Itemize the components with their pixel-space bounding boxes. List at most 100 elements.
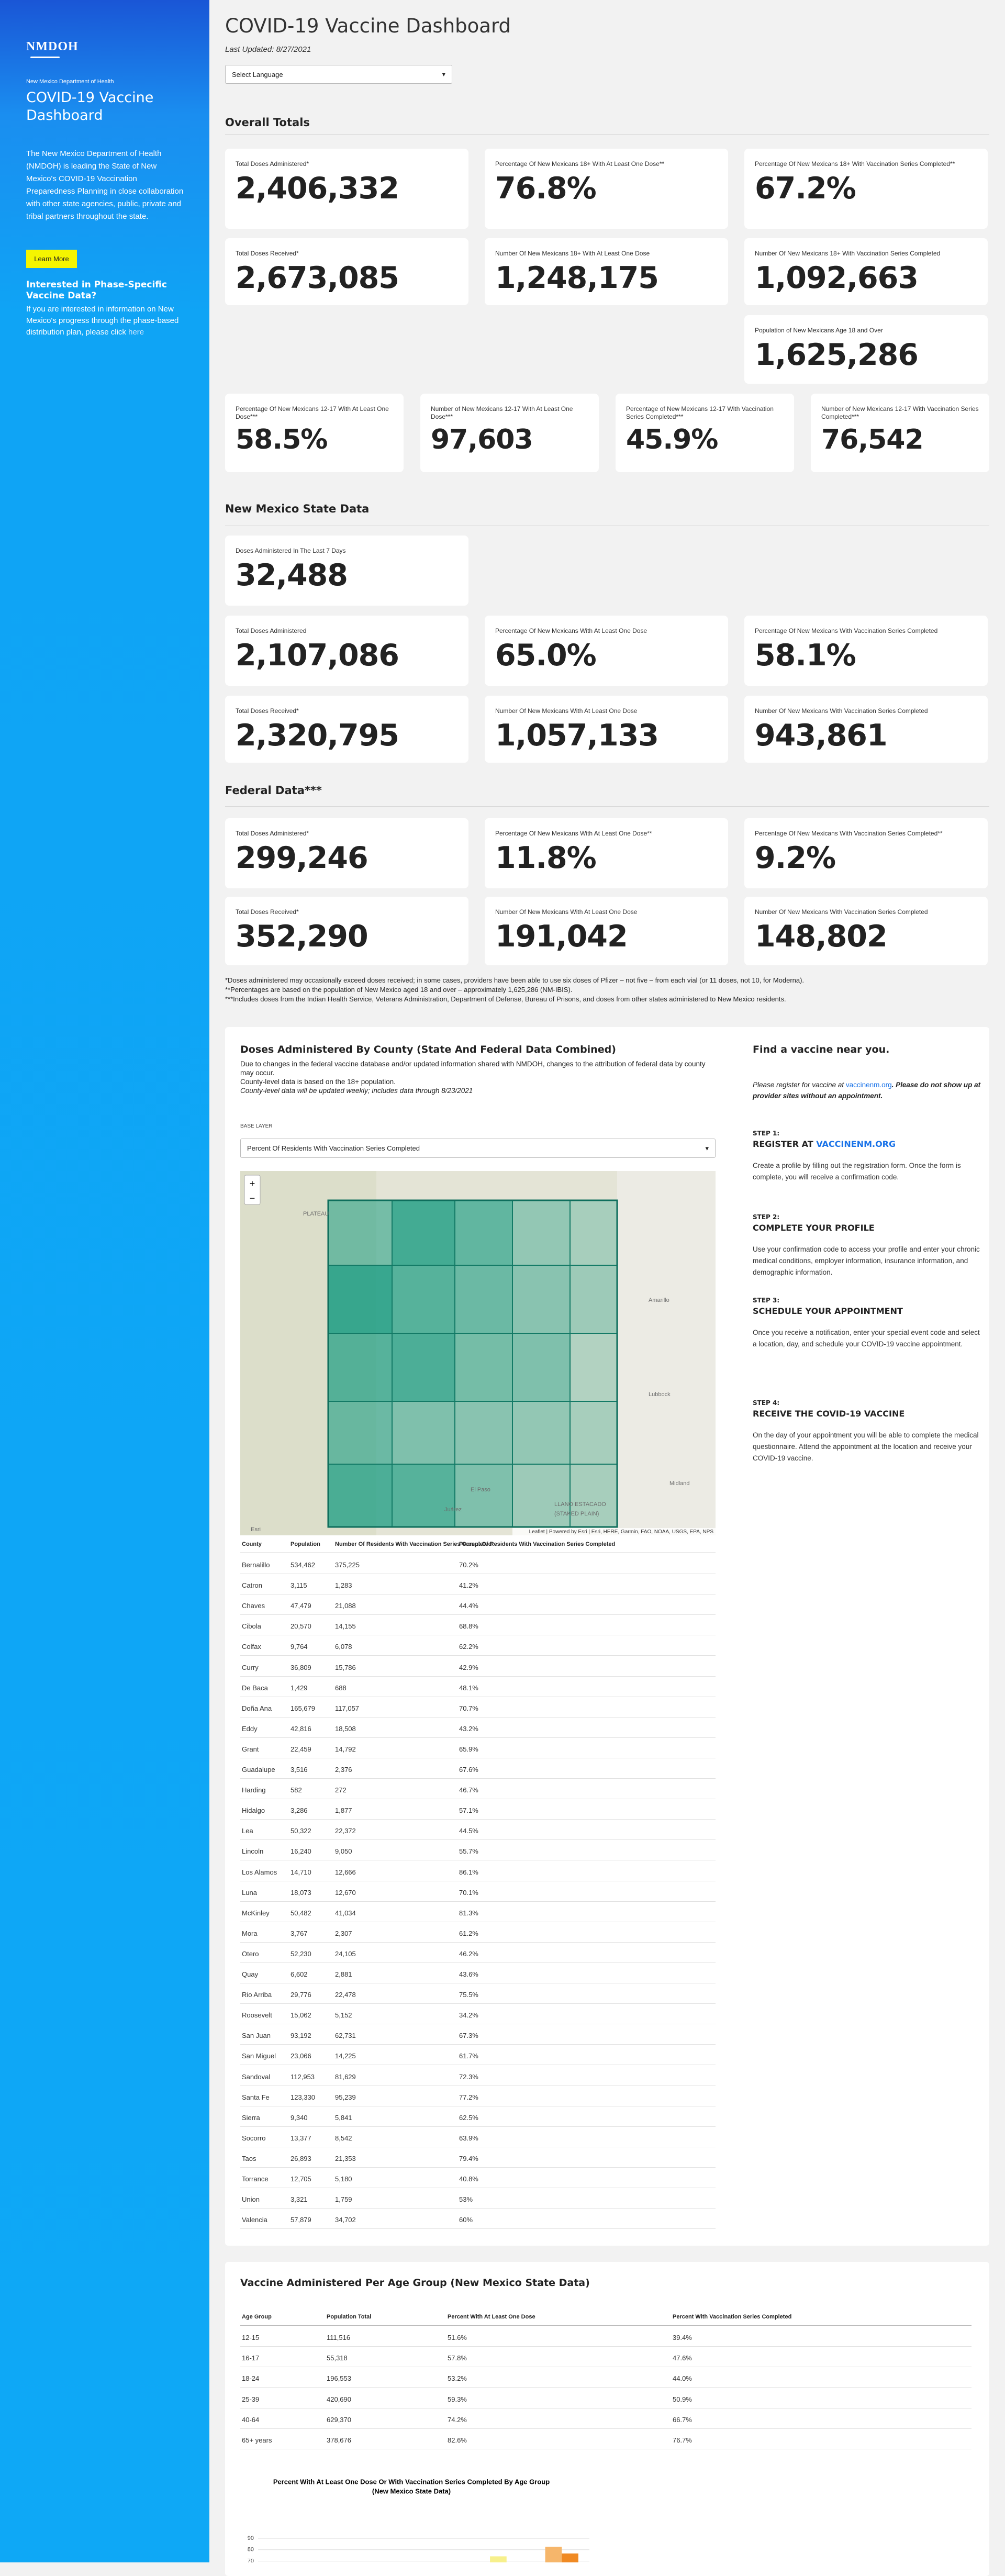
table-cell: 74.2% — [448, 2415, 467, 2424]
zoom-out[interactable]: − — [250, 1193, 255, 1203]
state-outline — [327, 1199, 618, 1528]
table-cell: 70.7% — [459, 1704, 478, 1712]
zoom-control[interactable] — [244, 1175, 261, 1205]
table-cell: 2,307 — [335, 1929, 352, 1937]
county-shape[interactable] — [328, 1464, 393, 1527]
county-shape[interactable] — [392, 1200, 455, 1266]
county-shape[interactable] — [392, 1401, 455, 1465]
page-title: COVID-19 Vaccine Dashboard — [225, 15, 511, 37]
county-note: County-level data will be updated weekly… — [240, 1087, 473, 1095]
stat-label: Percentage Of New Mexicans With At Least… — [495, 830, 652, 837]
county-shape[interactable] — [570, 1401, 618, 1465]
county-shape[interactable] — [570, 1265, 618, 1334]
county-shape[interactable] — [328, 1401, 393, 1465]
table-cell: Lea — [242, 1827, 253, 1835]
table-cell: Santa Fe — [242, 2093, 270, 2101]
table-cell: 66.7% — [673, 2415, 692, 2424]
table-cell: Otero — [242, 1949, 259, 1958]
table-cell: 34,702 — [335, 2216, 356, 2224]
stat-card: Number Of New Mexicans With At Least One… — [485, 897, 728, 965]
county-shape[interactable] — [454, 1265, 513, 1334]
stat-label: Number Of New Mexicans 18+ With At Least… — [495, 250, 650, 257]
stat-card: Percentage Of New Mexicans With Vaccinat… — [744, 818, 988, 888]
county-shape[interactable] — [328, 1265, 393, 1334]
table-header: Percent With Vaccination Series Complete… — [673, 2314, 792, 2320]
table-cell: 60% — [459, 2216, 473, 2224]
y-tick-label: 70 — [248, 2558, 254, 2562]
table-cell: 3,516 — [291, 1766, 308, 1774]
base-layer-select[interactable]: Percent Of Residents With Vaccination Se… — [240, 1139, 716, 1158]
county-shape[interactable] — [454, 1401, 513, 1465]
b: . Please do not show up at provider site… — [753, 1081, 980, 1100]
stat-label: Percentage Of New Mexicans With At Least… — [495, 627, 647, 634]
table-cell: Guadalupe — [242, 1766, 275, 1774]
bar — [545, 2547, 562, 2562]
county-shape[interactable] — [570, 1200, 618, 1266]
county-shape[interactable] — [570, 1464, 618, 1527]
phase-link[interactable]: here — [128, 328, 144, 337]
county-shape[interactable] — [328, 1333, 393, 1402]
step-text: Once you receive a notification, enter y… — [753, 1329, 980, 1348]
stat-value: 1,248,175 — [495, 261, 659, 295]
table-cell: 272 — [335, 1786, 347, 1794]
stat-card: Percentage Of New Mexicans 18+ With Vacc… — [744, 149, 988, 229]
county-shape[interactable] — [512, 1265, 571, 1334]
stat-value: 2,320,795 — [236, 718, 399, 753]
step-number: STEP 1: — [753, 1130, 780, 1137]
stat-card: Percentage Of New Mexicans With At Least… — [485, 818, 728, 888]
stat-label: Percentage Of New Mexicans 18+ With Vacc… — [755, 160, 955, 168]
find-intro-link[interactable]: vaccinenm.org — [845, 1081, 892, 1089]
county-shape[interactable] — [454, 1200, 513, 1266]
map-label: Midland — [669, 1480, 690, 1487]
zoom-in[interactable]: + — [250, 1178, 255, 1189]
row-line — [240, 1676, 716, 1677]
table-cell: 40.8% — [459, 2175, 478, 2183]
county-shape[interactable] — [392, 1464, 455, 1527]
county-shape[interactable] — [512, 1333, 571, 1402]
county-shape[interactable] — [328, 1200, 393, 1266]
county-shape[interactable] — [392, 1333, 455, 1402]
stat-card: Percentage Of New Mexicans 12-17 With At… — [225, 394, 404, 472]
language-select[interactable]: Select Language ▾ — [225, 65, 452, 84]
age-title: Vaccine Administered Per Age Group (New … — [240, 2277, 590, 2289]
step-link[interactable]: VACCINENM.ORG — [816, 1139, 896, 1149]
step-text: Use your confirmation code to access you… — [753, 1245, 980, 1276]
stat-card: Total Doses Received* 2,320,795 — [225, 696, 468, 763]
stat-label: Total Doses Received* — [236, 707, 299, 715]
learn-more-button[interactable]: Learn More — [26, 250, 77, 268]
table-cell: 12,705 — [291, 2175, 311, 2183]
table-cell: 22,459 — [291, 1745, 311, 1753]
county-shape[interactable] — [570, 1333, 618, 1402]
row-line — [240, 1778, 716, 1779]
table-cell: 81,629 — [335, 2072, 356, 2081]
county-shape[interactable] — [512, 1401, 571, 1465]
stat-card: Number Of New Mexicans With At Least One… — [485, 696, 728, 763]
table-cell: 6,602 — [291, 1970, 308, 1978]
row-line — [240, 1839, 716, 1841]
table-cell: 12,666 — [335, 1868, 356, 1876]
bar — [562, 2553, 578, 2562]
table-cell: 12,670 — [335, 1888, 356, 1897]
table-cell: 21,088 — [335, 1602, 356, 1610]
step-heading-text: SCHEDULE YOUR APPOINTMENT — [753, 1306, 903, 1316]
county-shape[interactable] — [512, 1464, 571, 1527]
county-shape[interactable] — [454, 1333, 513, 1402]
language-select-text: Select Language — [232, 70, 283, 79]
caret: ▾ — [705, 1144, 709, 1152]
table-cell: 41.2% — [459, 1581, 478, 1590]
table-cell: 14,155 — [335, 1622, 356, 1631]
table-cell: 82.6% — [448, 2436, 467, 2444]
table-cell: 57.8% — [448, 2354, 467, 2362]
map[interactable]: PLATEAU Amarillo Lubbock Midland El Paso Juár… — [240, 1171, 716, 1535]
stat-label: Total Doses Administered* — [236, 160, 309, 168]
table-header: Age Group — [242, 2314, 272, 2320]
table-cell: 3,321 — [291, 2195, 308, 2204]
county-shape[interactable] — [392, 1265, 455, 1334]
county-shape[interactable] — [454, 1464, 513, 1527]
table-cell: Roosevelt — [242, 2011, 272, 2020]
sidebar: NMDOH New Mexico Department of Health CO… — [0, 0, 209, 2562]
county-shape[interactable] — [512, 1200, 571, 1266]
table-cell: 77.2% — [459, 2093, 478, 2101]
table-cell: 42,816 — [291, 1724, 311, 1733]
